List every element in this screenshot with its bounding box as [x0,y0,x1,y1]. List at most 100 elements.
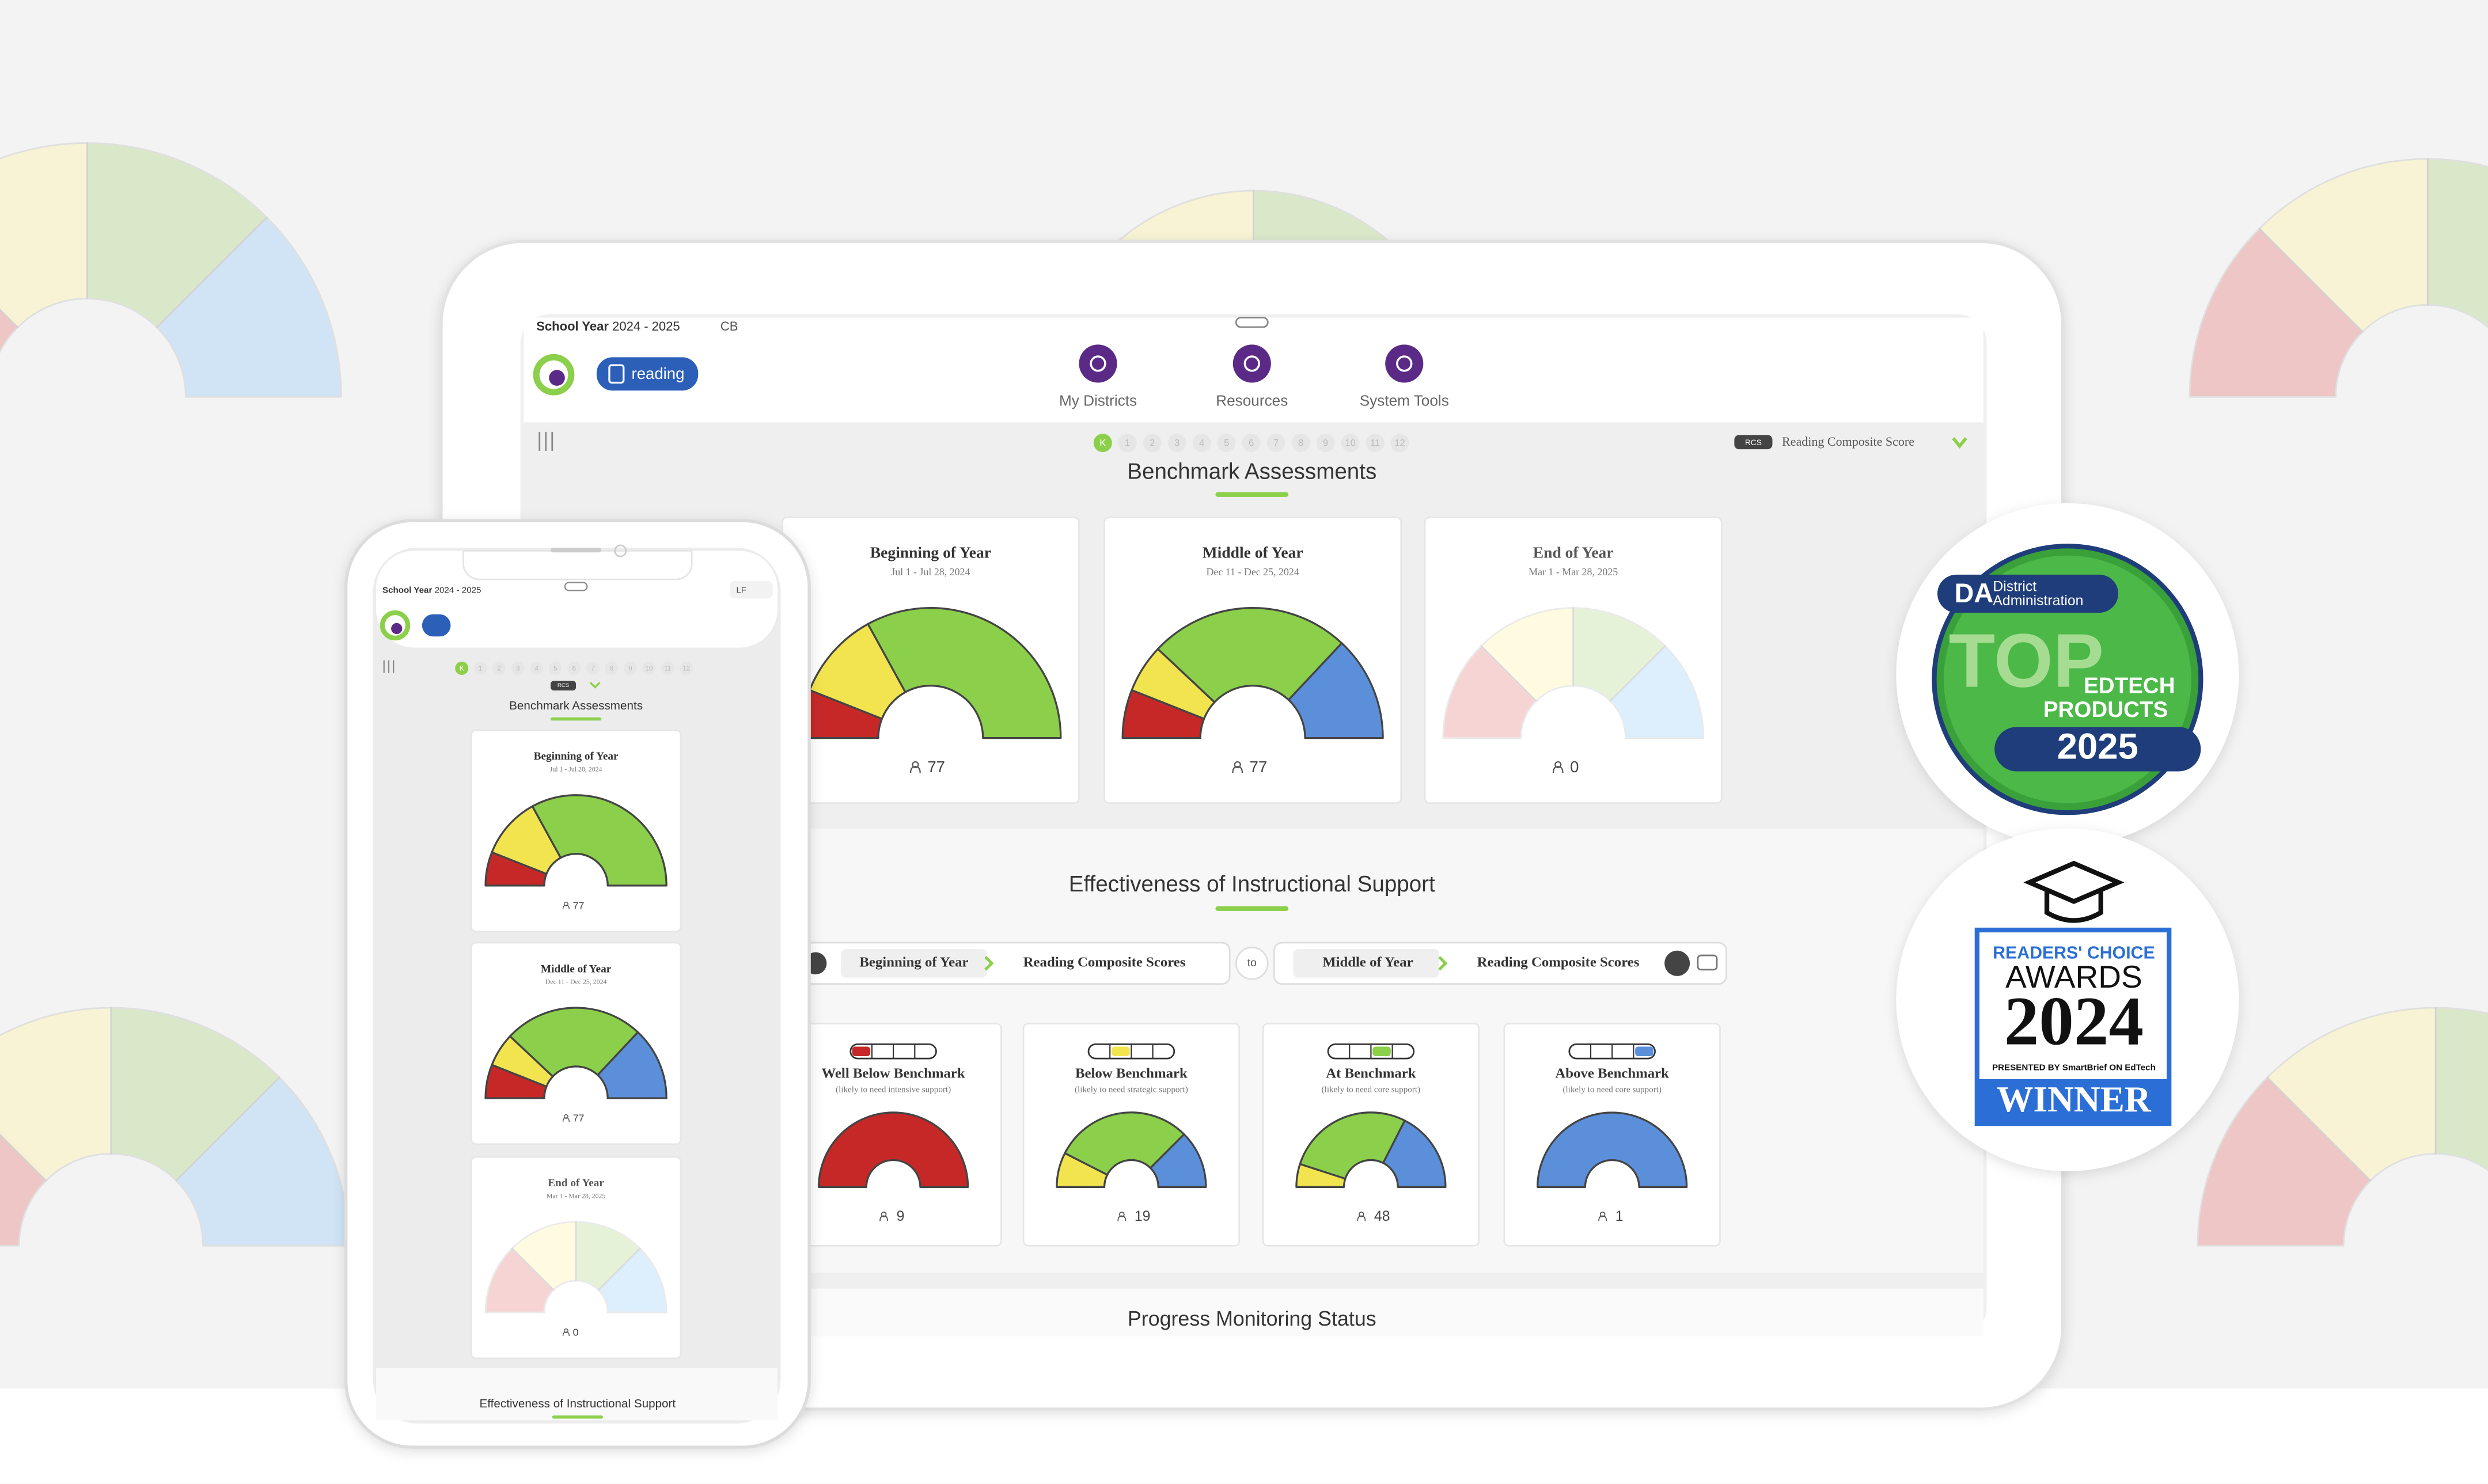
grade-label[interactable]: 1 [479,665,482,672]
filter-icon[interactable] [538,431,553,451]
grade-chip[interactable] [1217,434,1236,453]
grade-label[interactable]: 5 [553,665,557,672]
filter-pill[interactable] [730,580,773,599]
to-period[interactable]: Middle of Year [1322,955,1413,970]
grade-chip[interactable] [1341,434,1360,453]
grade-chip[interactable] [1192,434,1211,453]
grade-chip[interactable] [455,661,469,675]
filter-icon[interactable] [383,660,395,673]
grade-chip[interactable] [548,661,562,675]
nav-label[interactable]: System Tools [1360,392,1449,409]
grade-chip[interactable] [1291,434,1310,453]
grade-chip[interactable] [680,661,693,675]
chevron[interactable] [589,682,601,689]
card[interactable] [470,1156,682,1360]
grade-label[interactable]: 7 [1273,437,1279,448]
grade-chip[interactable] [1390,434,1409,453]
level-indicator-fill [1635,1046,1653,1057]
grade-label[interactable]: 6 [572,665,576,672]
readers-result: WINNER [1997,1079,2152,1119]
title-underline [1215,492,1289,497]
card-count: 77 [573,899,585,911]
grade-chip[interactable] [586,661,600,675]
measure-chip-text: RCS [557,682,569,689]
from-measure[interactable]: Reading Composite Scores [1023,955,1186,970]
decor-gauge [0,308,19,354]
to-measure[interactable]: Reading Composite Scores [1477,955,1640,970]
da-name: District [1993,579,2036,594]
grade-label[interactable]: 2 [498,665,501,672]
grade-chip[interactable] [1118,434,1137,453]
card-dates: Jul 1 - Jul 28, 2024 [891,566,970,578]
nav-icon[interactable] [1079,344,1117,383]
chevron [984,956,994,971]
grade-label[interactable]: 9 [1323,437,1328,448]
grade-label[interactable]: 11 [664,665,671,672]
logo-dot [391,623,403,635]
nav-label[interactable]: Resources [1216,392,1288,409]
grade-label[interactable]: 12 [1394,437,1405,448]
subject-pill[interactable] [422,614,451,637]
grade-chip[interactable] [1316,434,1335,453]
grade-label[interactable]: 10 [645,665,653,672]
from-period[interactable]: Beginning of Year [859,955,968,970]
grade-label[interactable]: K [460,665,464,672]
measure[interactable]: Reading Composite Score [1782,434,1914,449]
card-title: At Benchmark [1326,1065,1416,1081]
card[interactable] [1424,517,1723,804]
grade-label[interactable]: 4 [1199,437,1204,448]
grade-label[interactable]: 8 [1298,437,1303,448]
grade-chip[interactable] [511,661,525,675]
subject[interactable]: reading [632,365,685,382]
nav-label[interactable]: My Districts [1059,392,1137,409]
grade-chip[interactable] [1242,434,1261,453]
grade-chip[interactable] [642,661,656,675]
grade-label[interactable]: 2 [1150,437,1155,448]
title-underline [551,717,602,721]
decor-gauge [2434,1007,2488,1171]
nav-icon[interactable] [1232,344,1271,383]
grade-chip[interactable] [492,661,506,675]
view-toggle[interactable] [1697,954,1718,971]
grade-label[interactable]: 6 [1249,437,1254,448]
school-year-label: School Year [536,319,609,333]
nav-icon[interactable] [1385,344,1424,383]
filter[interactable]: CB [720,319,738,333]
card-count: 77 [927,758,945,776]
grade-chip[interactable] [567,661,581,675]
person-icon [912,761,919,768]
card-title: Below Benchmark [1075,1065,1188,1081]
grade-chip[interactable] [1366,434,1385,453]
cap-icon [2023,860,2125,923]
connector-circle [1235,946,1269,980]
grade-label[interactable]: 12 [682,665,690,672]
grade-label[interactable]: 5 [1224,437,1229,448]
grade-label[interactable]: 3 [1174,437,1179,448]
grade-label[interactable]: 10 [1345,437,1355,448]
chevron[interactable] [1952,437,1967,449]
grade-chip[interactable] [605,661,619,675]
grade-chip[interactable] [623,661,637,675]
grade-chip[interactable] [530,661,544,675]
grade-chip[interactable] [1093,434,1112,453]
grade-chip[interactable] [661,661,674,675]
grade-label[interactable]: 4 [535,665,539,672]
grade-label[interactable]: 3 [516,665,519,672]
grade-label[interactable]: K [1099,437,1106,448]
grade-label[interactable]: 1 [1125,437,1130,448]
gauge-segment [1156,607,1343,704]
da-line: EDTECH [2084,674,2175,699]
grade-chip[interactable] [1143,434,1162,453]
grade-label[interactable]: 11 [1370,437,1380,448]
grade-chip[interactable] [1266,434,1285,453]
grade-label[interactable]: 9 [628,665,632,672]
awards: DA District Administration TOP EDTECH PR… [1896,503,2239,1171]
grade-label[interactable]: 7 [591,665,594,672]
grade-chip[interactable] [473,661,487,675]
grade-chip[interactable] [1167,434,1186,453]
decor-gauge [0,142,88,329]
filter[interactable]: LF [736,585,746,595]
grade-label[interactable]: 8 [610,665,613,672]
view-toggle[interactable] [1664,950,1690,976]
